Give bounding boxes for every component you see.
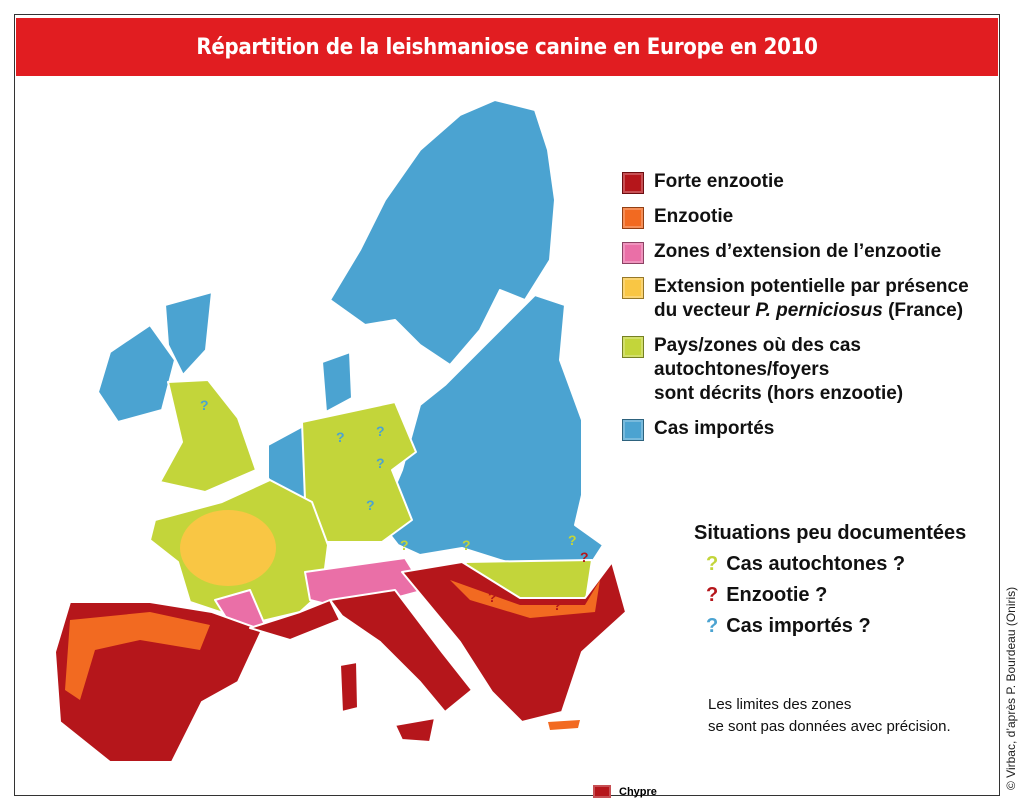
question-mark-enzootie: ? xyxy=(580,549,589,565)
region-italy xyxy=(329,589,473,713)
note-line: se sont pas données avec précision. xyxy=(708,718,951,735)
region-sardinia xyxy=(339,661,359,713)
cyprus-label: Chypre xyxy=(619,785,657,798)
legend-label-line: du vecteur xyxy=(654,300,756,321)
region-balkans xyxy=(401,561,627,723)
swatch xyxy=(593,785,611,798)
region-iberia-enzootie xyxy=(65,612,210,700)
region-south-france xyxy=(249,599,341,641)
legend-label: Enzootie xyxy=(654,206,734,227)
question-mark-autochthonous: ? xyxy=(462,537,471,553)
species-name: P. perniciosus xyxy=(755,300,883,321)
uncertain-label: Cas importés ? xyxy=(726,615,871,637)
uncertain-item: ? Enzootie ? xyxy=(706,584,966,607)
uncertain-label: Cas autochtones ? xyxy=(726,553,906,575)
swatch xyxy=(622,419,644,441)
question-mark-icon: ? xyxy=(706,584,719,606)
cyprus-inset: Chypre xyxy=(593,785,657,798)
map-legend: Forte enzootie Enzootie Zones d’extensio… xyxy=(622,170,969,452)
uncertain-item: ? Cas importés ? xyxy=(706,615,966,638)
question-mark-enzootie: ? xyxy=(553,597,562,613)
legend-label: Extension potentielle par présence du vec… xyxy=(654,275,969,323)
region-scotland xyxy=(164,291,213,376)
legend-label: Zones d’extension de l’enzootie xyxy=(654,241,942,262)
map-title: Répartition de la leishmaniose canine en… xyxy=(16,18,998,76)
region-ireland xyxy=(97,324,176,423)
legend-item-forte-enzootie: Forte enzootie xyxy=(622,170,969,194)
question-mark-imported: ? xyxy=(376,423,385,439)
legend-item-extension-potentielle: Extension potentielle par présence du vec… xyxy=(622,275,969,323)
legend-label: Forte enzootie xyxy=(654,171,784,192)
legend-label: Cas importés xyxy=(654,418,775,439)
legend-label-line: Extension potentielle par présence xyxy=(654,276,969,297)
question-mark-icon: ? xyxy=(706,553,719,575)
question-mark-imported: ? xyxy=(376,455,385,471)
question-mark-autochthonous: ? xyxy=(568,532,577,548)
question-marks: ? ? ? ? ? ? ? ? ? ? ? xyxy=(200,397,589,613)
uncertain-item: ? Cas autochtones ? xyxy=(706,553,966,576)
question-mark-autochthonous: ? xyxy=(400,537,409,553)
question-mark-imported: ? xyxy=(366,497,375,513)
region-denmark xyxy=(321,351,353,413)
swatch xyxy=(622,277,644,299)
precision-note: Les limites des zones se sont pas données… xyxy=(708,694,951,738)
swatch xyxy=(622,172,644,194)
legend-item-cas-autochtones: Pays/zones où des cas autochtones/foyers s… xyxy=(622,334,969,406)
legend-item-extension: Zones d’extension de l’enzootie xyxy=(622,240,969,264)
uncertain-legend: Situations peu documentées ? Cas autochto… xyxy=(694,522,966,646)
question-mark-icon: ? xyxy=(706,615,719,637)
region-crete xyxy=(548,720,580,730)
credit: © Virbac, d’après P. Bourdeau (Oniris) xyxy=(1004,586,1018,790)
question-mark-imported: ? xyxy=(200,397,209,413)
legend-label: Pays/zones où des cas autochtones/foyers s… xyxy=(654,334,903,406)
legend-label-line: autochtones/foyers xyxy=(654,359,830,380)
legend-item-cas-importes: Cas importés xyxy=(622,417,969,441)
swatch xyxy=(622,207,644,229)
swatch xyxy=(622,336,644,358)
region-france-potential xyxy=(180,510,276,586)
region-england xyxy=(159,379,257,493)
note-line: Les limites des zones xyxy=(708,696,852,713)
region-sicily xyxy=(394,717,436,743)
region-scandinavia xyxy=(329,99,556,366)
legend-label-line: Pays/zones où des cas xyxy=(654,335,861,356)
region-balkans-enzootie xyxy=(450,580,600,618)
uncertain-label: Enzootie ? xyxy=(726,584,828,606)
question-mark-imported: ? xyxy=(336,429,345,445)
legend-item-enzootie: Enzootie xyxy=(622,205,969,229)
legend-label-line: sont décrits (hors enzootie) xyxy=(654,383,904,404)
swatch xyxy=(622,242,644,264)
question-mark-enzootie: ? xyxy=(488,589,497,605)
legend-label-line: (France) xyxy=(882,300,964,321)
uncertain-heading: Situations peu documentées xyxy=(694,522,967,544)
